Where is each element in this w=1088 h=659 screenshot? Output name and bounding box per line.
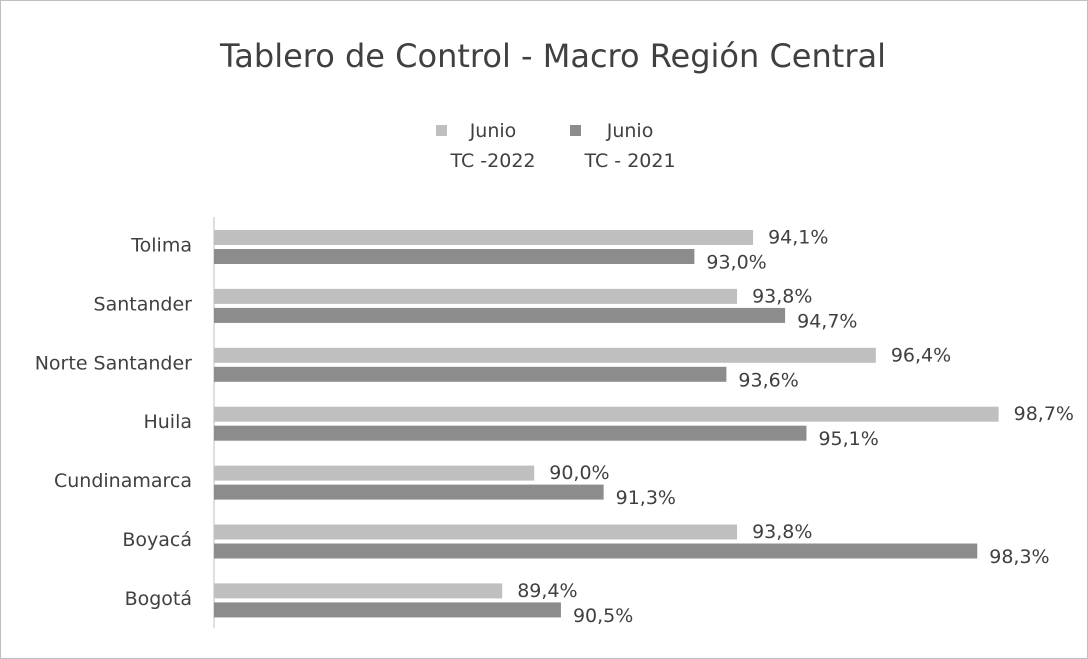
y-tick-label: Huila	[143, 411, 192, 433]
bar	[214, 465, 535, 481]
bar	[214, 484, 604, 500]
bar	[214, 602, 561, 618]
data-label: 89,4%	[517, 580, 577, 602]
data-label: 98,3%	[989, 546, 1049, 568]
data-label: 93,0%	[706, 252, 766, 274]
legend-label: Junio TC -2022	[450, 120, 536, 172]
bar	[214, 347, 876, 363]
bar	[214, 406, 999, 422]
data-label: 90,5%	[573, 605, 633, 627]
y-tick-label: Boyacá	[122, 529, 192, 551]
data-label: 96,4%	[891, 344, 951, 366]
data-label: 94,1%	[768, 227, 828, 249]
y-tick-label: Cundinamarca	[54, 470, 192, 492]
bar	[214, 307, 786, 323]
data-label: 94,7%	[797, 310, 857, 332]
data-label: 95,1%	[818, 428, 878, 450]
legend-entry: Junio TC -2022	[435, 116, 536, 176]
bar	[214, 366, 727, 382]
bar	[214, 425, 807, 441]
y-tick-label: Tolima	[130, 235, 192, 257]
legend-entry: Junio TC - 2021	[569, 116, 676, 176]
data-label: 91,3%	[616, 487, 676, 509]
data-label: 93,8%	[752, 285, 812, 307]
bar	[214, 583, 503, 599]
legend-swatch	[569, 125, 581, 136]
bar	[214, 230, 754, 245]
y-tick-label: Bogotá	[125, 588, 192, 610]
data-label: 93,8%	[752, 521, 812, 543]
bar	[214, 543, 978, 559]
chart-title: Tablero de Control - Macro Región Centra…	[219, 37, 886, 75]
legend-label: Junio TC - 2021	[584, 120, 676, 172]
bar	[214, 524, 738, 540]
bar	[214, 249, 695, 264]
data-label: 93,6%	[738, 369, 798, 391]
legend-swatch	[435, 125, 447, 136]
bar	[214, 288, 738, 304]
data-label: 98,7%	[1014, 403, 1074, 425]
y-tick-label: Norte Santander	[35, 352, 192, 374]
y-tick-label: Santander	[94, 293, 193, 315]
data-label: 90,0%	[549, 462, 609, 484]
